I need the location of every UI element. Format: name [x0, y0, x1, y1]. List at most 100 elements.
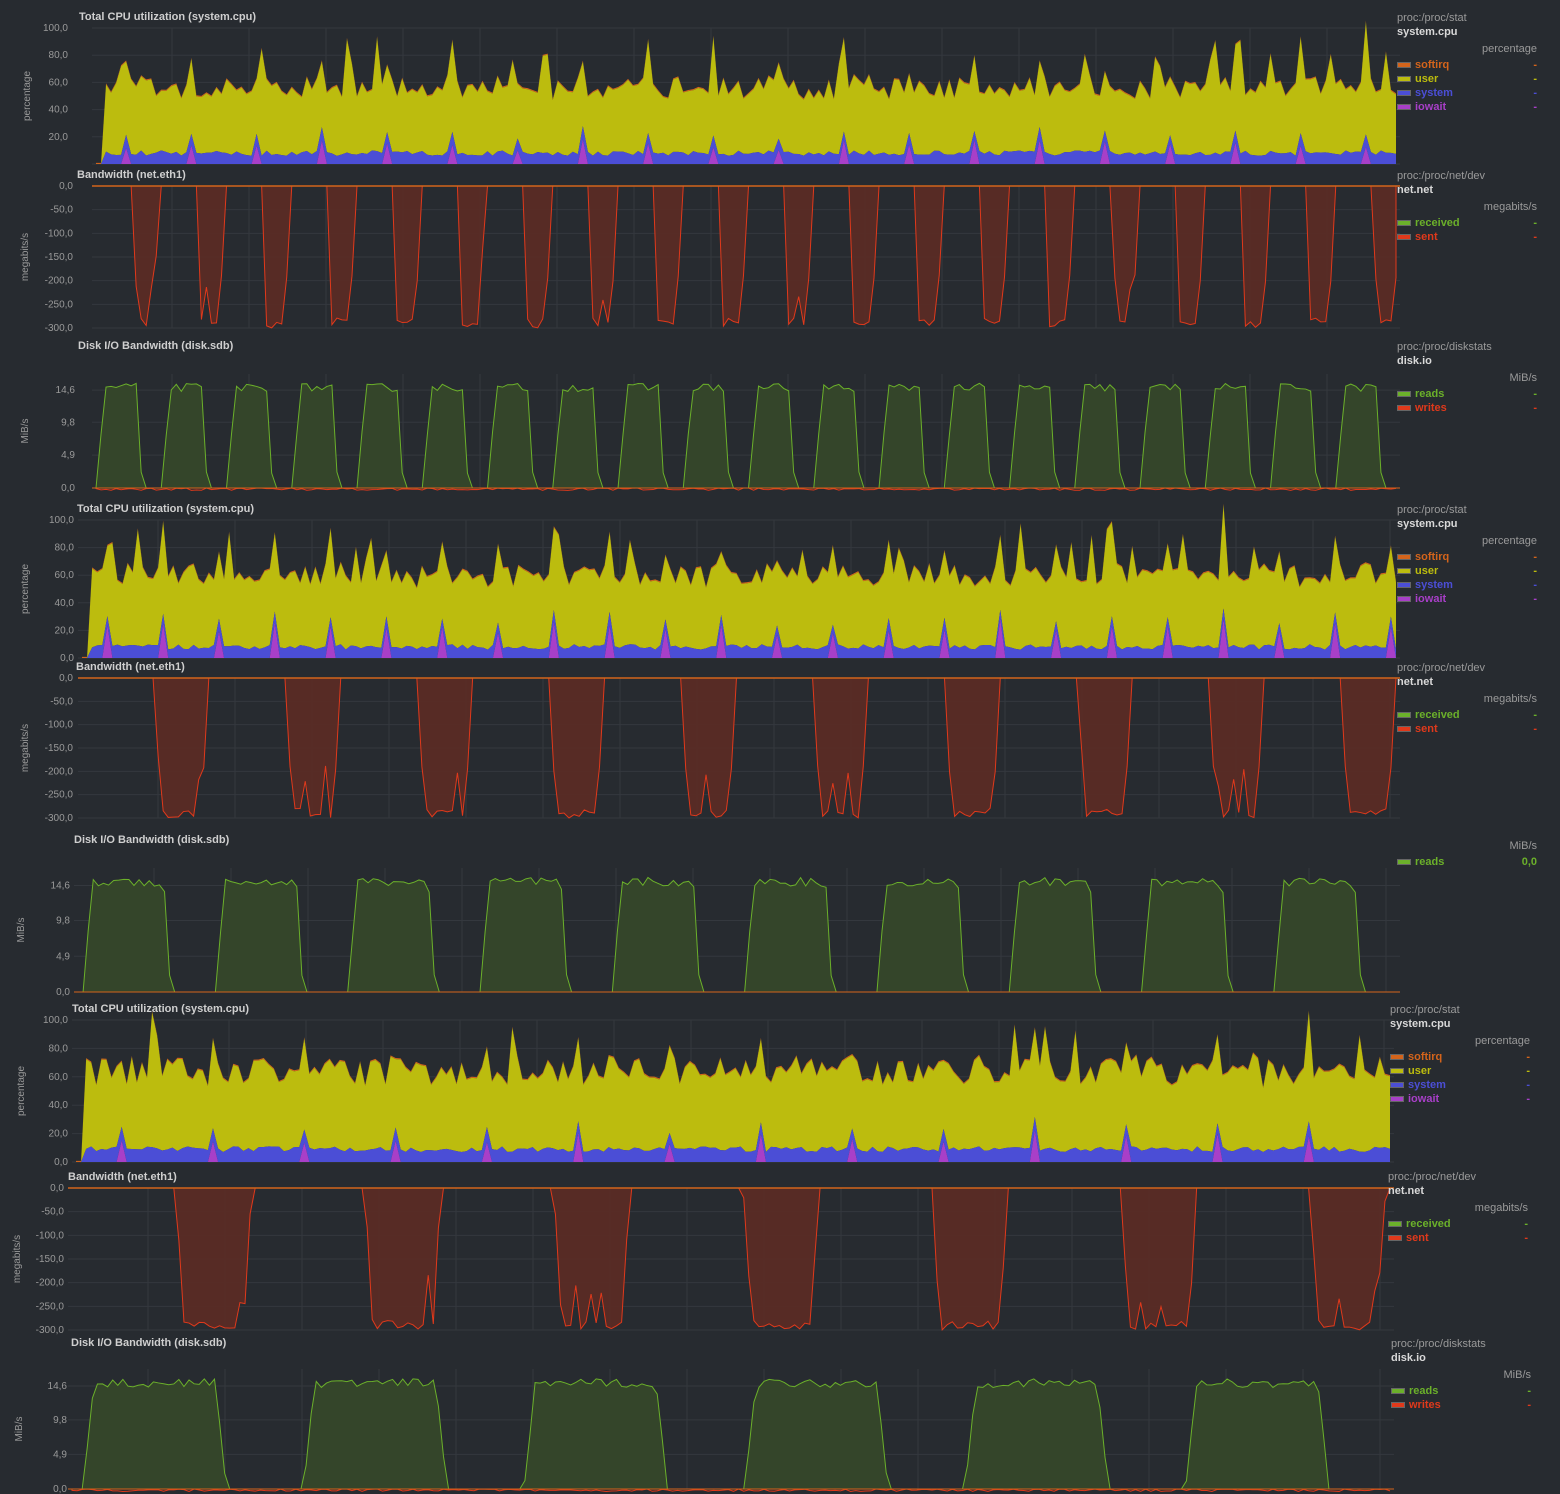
user-area: [82, 504, 1396, 658]
legend-item-system[interactable]: system -: [1390, 1078, 1530, 1092]
y-tick-label: -300,0: [36, 1325, 65, 1336]
cpu-chart-3: Total CPU utilization (system.cpu) percen…: [16, 1003, 1394, 1168]
reads-area: [95, 382, 1396, 489]
legend-context: disk.io: [1391, 1352, 1426, 1364]
legend-item-user[interactable]: user -: [1397, 72, 1537, 86]
y-tick-label: -100,0: [36, 1230, 65, 1241]
legend-units: percentage: [1481, 43, 1537, 55]
y-tick-label: 0,0: [50, 1183, 64, 1194]
legend-item-softirq[interactable]: softirq -: [1390, 1050, 1530, 1064]
legend-item-iowait[interactable]: iowait -: [1397, 592, 1537, 606]
legend-item-iowait[interactable]: iowait -: [1397, 100, 1537, 114]
reads-swatch: [1397, 391, 1411, 398]
y-tick-label: -100,0: [45, 720, 74, 731]
softirq-swatch: [1397, 62, 1411, 69]
y-tick-label: -150,0: [36, 1254, 65, 1265]
y-tick-label: -50,0: [50, 205, 73, 216]
legend-item-received[interactable]: received -: [1388, 1217, 1528, 1231]
chart-title: Disk I/O Bandwidth (disk.sdb): [74, 834, 230, 846]
y-tick-label: -200,0: [36, 1278, 65, 1289]
chart-title: Disk I/O Bandwidth (disk.sdb): [71, 1337, 227, 1349]
chart-title: Bandwidth (net.eth1): [76, 661, 185, 673]
writes-swatch: [1391, 1402, 1405, 1409]
legend-item-reads[interactable]: reads 0,0: [1397, 855, 1537, 869]
y-tick-label: -150,0: [45, 252, 74, 263]
chart-title: Total CPU utilization (system.cpu): [79, 11, 256, 23]
legend-units: percentage: [1481, 535, 1537, 547]
sent-swatch: [1397, 726, 1411, 733]
net-chart-2: Bandwidth (net.eth1) megabits/s 0,0 -50,0 -1…: [20, 661, 1400, 824]
sent-swatch: [1397, 234, 1411, 241]
legend-item-writes[interactable]: writes -: [1397, 401, 1537, 415]
system-swatch: [1397, 582, 1411, 589]
cpu-legend-1: proc:/proc/stat system.cpu percentage so…: [1397, 12, 1537, 114]
y-tick-label: 4,9: [61, 450, 75, 461]
y-tick-label: -250,0: [36, 1301, 65, 1312]
legend-item-softirq[interactable]: softirq -: [1397, 550, 1537, 564]
y-axis-label: percentage: [16, 1066, 27, 1116]
legend-source: proc:/proc/stat: [1397, 504, 1467, 516]
legend-context: system.cpu: [1397, 26, 1458, 38]
chart-title: Total CPU utilization (system.cpu): [72, 1003, 249, 1015]
net-chart-1: Bandwidth (net.eth1) megabits/s 0,0 -50,0 -1…: [20, 169, 1400, 334]
y-tick-label: 80,0: [49, 50, 69, 61]
y-tick-label: 80,0: [49, 1043, 69, 1054]
legend-context: disk.io: [1397, 355, 1432, 367]
y-tick-label: 40,0: [55, 598, 75, 609]
y-tick-label: 0,0: [60, 653, 74, 664]
y-tick-label: 9,8: [53, 1415, 67, 1426]
y-tick-label: 20,0: [55, 625, 75, 636]
y-axis-label: percentage: [22, 71, 33, 121]
legend-item-sent[interactable]: sent -: [1397, 722, 1537, 736]
y-tick-label: -250,0: [45, 790, 74, 801]
net-legend-1: proc:/proc/net/dev net.net megabits/s re…: [1397, 170, 1537, 244]
disk-chart-2: Disk I/O Bandwidth (disk.sdb) MiB/s 14,6 9,…: [16, 834, 1400, 998]
legend-item-user[interactable]: user -: [1390, 1064, 1530, 1078]
y-tick-label: 0,0: [59, 673, 73, 684]
y-tick-label: 0,0: [53, 1484, 67, 1494]
iowait-swatch: [1397, 104, 1411, 111]
y-tick-label: 0,0: [61, 483, 75, 494]
y-tick-label: 14,6: [51, 881, 71, 892]
y-axis-label: megabits/s: [12, 1235, 23, 1283]
y-tick-label: 100,0: [43, 23, 68, 34]
legend-item-user[interactable]: user -: [1397, 564, 1537, 578]
y-tick-label: 60,0: [55, 570, 75, 581]
received-swatch: [1388, 1221, 1402, 1228]
y-tick-label: 9,8: [56, 916, 70, 927]
system-area: [96, 126, 1396, 164]
disk-legend-2: MiB/s reads 0,0: [1397, 836, 1537, 869]
legend-item-reads[interactable]: reads -: [1397, 387, 1537, 401]
y-tick-label: -50,0: [41, 1207, 64, 1218]
legend-item-sent[interactable]: sent -: [1397, 230, 1537, 244]
y-axis-label: MiB/s: [14, 1417, 25, 1442]
y-axis-label: percentage: [20, 564, 31, 614]
legend-item-reads[interactable]: reads -: [1391, 1384, 1531, 1398]
reads-swatch: [1397, 859, 1411, 866]
iowait-area: [76, 1130, 1390, 1162]
y-tick-label: 60,0: [49, 77, 69, 88]
legend-item-sent[interactable]: sent -: [1388, 1231, 1528, 1245]
legend-item-system[interactable]: system -: [1397, 578, 1537, 592]
legend-item-received[interactable]: received -: [1397, 708, 1537, 722]
legend-item-system[interactable]: system -: [1397, 86, 1537, 100]
y-tick-label: 60,0: [49, 1072, 69, 1083]
cpu-legend-2: proc:/proc/stat system.cpu percentage so…: [1397, 504, 1537, 606]
disk-legend-3: proc:/proc/diskstats disk.io MiB/s reads…: [1391, 1338, 1531, 1412]
reads-area: [72, 1377, 1390, 1490]
y-tick-label: -100,0: [45, 228, 74, 239]
legend-item-writes[interactable]: writes -: [1391, 1398, 1531, 1412]
legend-source: proc:/proc/net/dev: [1397, 170, 1486, 182]
legend-source: proc:/proc/net/dev: [1397, 662, 1486, 674]
chart-title: Total CPU utilization (system.cpu): [77, 503, 254, 515]
legend-context: net.net: [1397, 184, 1434, 196]
legend-item-received[interactable]: received -: [1397, 216, 1537, 230]
y-tick-label: 0,0: [56, 987, 70, 998]
user-swatch: [1397, 568, 1411, 575]
legend-item-iowait[interactable]: iowait -: [1390, 1092, 1530, 1106]
system-area: [76, 1116, 1390, 1162]
system-swatch: [1390, 1082, 1404, 1089]
cpu-chart-1: Total CPU utilization (system.cpu) percen…: [22, 11, 1400, 165]
legend-context: system.cpu: [1397, 518, 1458, 530]
legend-item-softirq[interactable]: softirq -: [1397, 58, 1537, 72]
